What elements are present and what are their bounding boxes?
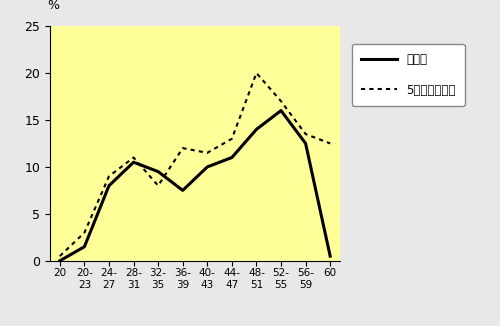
5年前の構成比 [204,151,210,155]
5年前の構成比 [278,99,284,103]
構成比 [327,254,333,258]
5年前の構成比 [82,231,87,235]
構成比 [106,184,112,188]
構成比 [180,188,186,192]
構成比 [57,259,63,263]
構成比 [254,127,260,131]
Text: %: % [48,0,60,12]
5年前の構成比 [106,174,112,178]
5年前の構成比 [180,146,186,150]
5年前の構成比 [302,132,308,136]
構成比 [130,160,136,164]
Line: 構成比: 構成比 [60,111,330,261]
5年前の構成比 [130,156,136,159]
構成比 [229,156,235,159]
Line: 5年前の構成比: 5年前の構成比 [60,73,330,256]
Legend: 構成比, 5年前の構成比: 構成比, 5年前の構成比 [352,44,465,106]
5年前の構成比 [229,137,235,141]
構成比 [155,170,161,173]
構成比 [302,141,308,145]
構成比 [278,109,284,112]
5年前の構成比 [155,184,161,188]
構成比 [82,245,87,249]
5年前の構成比 [57,254,63,258]
構成比 [204,165,210,169]
5年前の構成比 [327,141,333,145]
5年前の構成比 [254,71,260,75]
